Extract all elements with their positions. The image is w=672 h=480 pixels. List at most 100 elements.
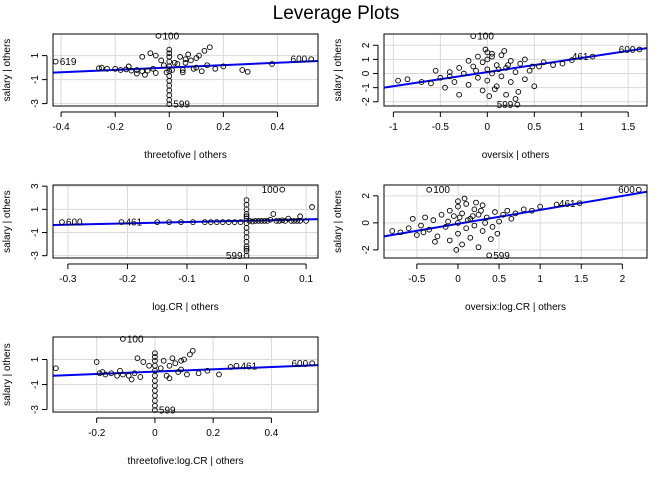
panel-5-point-21 xyxy=(114,372,120,379)
panel-3: 100 600 461 599 -0.3 -0.2 -0.1 0 0.1 -3 -1 1 3 log.CR… xyxy=(2,183,319,313)
panel-4-point-15 xyxy=(442,224,449,230)
panel-2-point-57 xyxy=(446,73,453,80)
panel-1-point-43 xyxy=(201,47,208,54)
panel-4-point-22 xyxy=(455,203,461,210)
panel-5-point-2 xyxy=(309,360,316,367)
panel-3-point-2 xyxy=(118,219,125,225)
panel-3-x-tick-label-3: 0 xyxy=(244,274,250,285)
panel-3-point-17 xyxy=(243,213,250,220)
panel-4-point-49 xyxy=(473,199,479,206)
panel-4-point-13 xyxy=(434,233,441,240)
panel-1-x-tick-label-1: -0.2 xyxy=(107,122,125,133)
panel-1-point-58 xyxy=(125,63,132,70)
panel-1-x-tick-label-0: -0.4 xyxy=(52,122,70,133)
panel-3-point-43 xyxy=(282,218,289,224)
panel-3-frame xyxy=(52,184,319,259)
panel-3-point-label-0: 100 xyxy=(262,185,279,196)
panel-4-point-42 xyxy=(520,206,527,213)
panel-1-point-42 xyxy=(196,52,202,59)
panel-2-x-tick-label-1: -0.5 xyxy=(432,122,450,133)
panel-4-point-34 xyxy=(479,228,486,234)
panel-3-point-39 xyxy=(309,204,315,210)
panel-2-y-tick-label-1: -1 xyxy=(361,83,372,92)
panel-5-point-label-3: 599 xyxy=(159,406,176,417)
panel-4-point-37 xyxy=(492,209,498,215)
panel-2-point-19 xyxy=(479,59,486,66)
panel-3-point-29 xyxy=(249,218,256,225)
panel-4-point-30 xyxy=(471,222,478,229)
panel-3-point-44 xyxy=(276,218,283,224)
panel-4-point-11 xyxy=(426,226,433,233)
panel-2-point-label-0: 100 xyxy=(477,32,494,43)
panel-2-point-label-2: 600 xyxy=(619,45,636,56)
panel-2-point-51 xyxy=(482,46,489,53)
panel-5-point-25 xyxy=(137,374,144,380)
panel-2-point-13 xyxy=(460,70,467,77)
panel-5-point-27 xyxy=(134,355,141,362)
panel-4-point-28 xyxy=(467,234,474,241)
panel-2-point-10 xyxy=(446,69,453,75)
panel-1-point-59 xyxy=(182,56,189,63)
panel-2-point-40 xyxy=(522,56,528,63)
panel-2-point-32 xyxy=(503,65,509,71)
panel-5-x-tick-label-0: -0.2 xyxy=(88,428,106,439)
panel-2-y-tick-label-0: -2 xyxy=(361,97,372,106)
panel-2-point-24 xyxy=(484,56,491,63)
panel-1-point-15 xyxy=(166,46,173,53)
panel-4-point-label-3: 599 xyxy=(493,251,510,262)
panel-4-point-label-1: 461 xyxy=(559,199,576,210)
panel-2-point-46 xyxy=(559,60,566,67)
panel-4-point-8 xyxy=(414,232,420,238)
panel-4-point-24 xyxy=(459,210,465,217)
panel-1-point-29 xyxy=(150,65,156,72)
panel-3-point-36 xyxy=(291,218,298,224)
panel-4-point-14 xyxy=(438,211,445,218)
panel-5-x-axis-title: threetofive:log.CR | others xyxy=(128,456,244,467)
panel-3-point-20 xyxy=(178,219,184,225)
panel-1-point-21 xyxy=(104,65,110,72)
panel-4-point-48 xyxy=(464,217,471,223)
panel-5-point-4 xyxy=(53,365,59,372)
panel-2-point-58 xyxy=(489,50,495,57)
panel-1-point-23 xyxy=(117,67,124,73)
panel-4-y-axis-title: salary | others xyxy=(333,190,344,253)
panel-2-point-26 xyxy=(489,53,495,60)
panel-5-y-tick-label-2: 1 xyxy=(30,356,41,362)
panel-2-point-33 xyxy=(503,91,509,98)
panel-5-point-37 xyxy=(189,347,196,354)
panel-1-point-17 xyxy=(169,67,175,73)
panel-4-point-6 xyxy=(405,225,412,232)
panel-1-point-36 xyxy=(158,57,165,64)
panel-1-x-tick-label-2: 0 xyxy=(166,122,172,133)
panel-4-point-17 xyxy=(446,237,453,244)
panel-2-x-tick-label-5: 1.5 xyxy=(621,122,635,133)
panel-1-point-25 xyxy=(128,67,135,74)
panel-2-point-9 xyxy=(442,84,448,91)
panel-4-point-46 xyxy=(461,195,468,202)
panel-3-point-21 xyxy=(190,219,196,225)
panel-1-point-47 xyxy=(204,62,210,69)
panel-1-point-40 xyxy=(188,57,194,64)
panel-1-point-38 xyxy=(179,67,186,73)
panel-4-point-29 xyxy=(471,206,478,213)
panel-1-point-54 xyxy=(269,61,275,67)
panel-2-x-tick-label-3: 0.5 xyxy=(527,122,541,133)
panel-3-point-0 xyxy=(279,186,286,193)
panel-2-point-39 xyxy=(522,76,528,83)
panel-3-point-15 xyxy=(243,197,250,203)
panel-3-point-27 xyxy=(231,219,238,225)
panel-3-y-tick-label-0: -3 xyxy=(30,251,41,260)
panel-3-y-axis-title: salary | others xyxy=(2,190,13,253)
panel-1-point-32 xyxy=(139,53,146,60)
panel-5-x-tick-label-2: 0.2 xyxy=(206,428,220,439)
panel-5-point-46 xyxy=(99,369,106,375)
panel-4-point-23 xyxy=(459,241,465,248)
panel-1-point-13 xyxy=(166,53,173,60)
panel-1-point-50 xyxy=(212,65,219,72)
panel-4-x-tick-label-2: 0.5 xyxy=(492,274,506,285)
panel-2-point-27 xyxy=(489,70,495,77)
panel-1-point-53 xyxy=(244,68,251,75)
panel-5-point-48 xyxy=(178,366,184,373)
panel-5-point-33 xyxy=(172,360,179,367)
